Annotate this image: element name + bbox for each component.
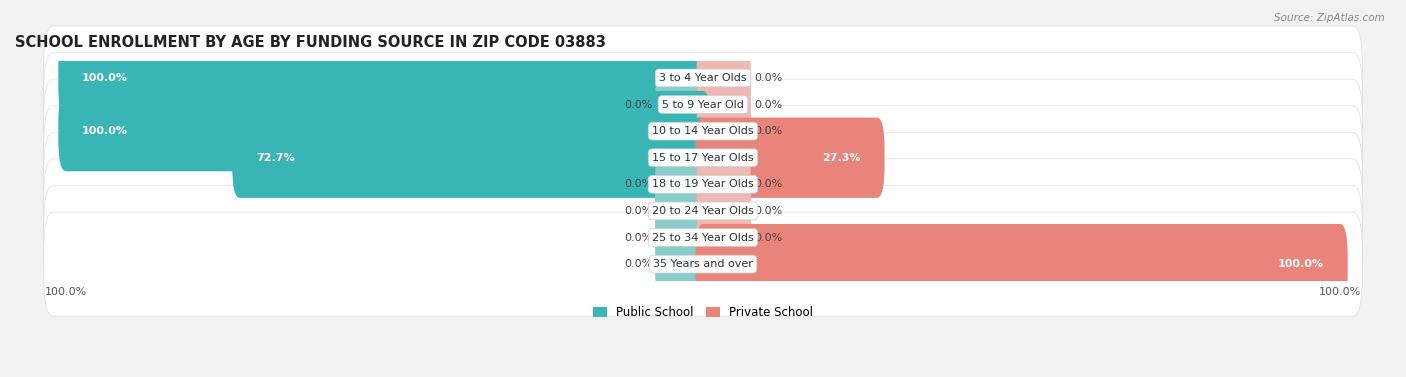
FancyBboxPatch shape — [655, 203, 710, 272]
Text: 0.0%: 0.0% — [624, 259, 652, 269]
Text: 20 to 24 Year Olds: 20 to 24 Year Olds — [652, 206, 754, 216]
FancyBboxPatch shape — [44, 185, 1362, 290]
Text: 0.0%: 0.0% — [754, 100, 782, 110]
FancyBboxPatch shape — [696, 70, 751, 139]
Text: 10 to 14 Year Olds: 10 to 14 Year Olds — [652, 126, 754, 136]
Text: 0.0%: 0.0% — [754, 206, 782, 216]
FancyBboxPatch shape — [58, 38, 710, 118]
Text: 0.0%: 0.0% — [754, 126, 782, 136]
Text: 0.0%: 0.0% — [754, 179, 782, 189]
FancyBboxPatch shape — [696, 203, 751, 272]
Text: 100.0%: 100.0% — [82, 73, 128, 83]
Legend: Public School, Private School: Public School, Private School — [588, 302, 818, 324]
FancyBboxPatch shape — [696, 224, 1348, 304]
FancyBboxPatch shape — [44, 26, 1362, 130]
Text: SCHOOL ENROLLMENT BY AGE BY FUNDING SOURCE IN ZIP CODE 03883: SCHOOL ENROLLMENT BY AGE BY FUNDING SOUR… — [15, 35, 606, 50]
FancyBboxPatch shape — [696, 43, 751, 113]
FancyBboxPatch shape — [44, 52, 1362, 156]
FancyBboxPatch shape — [655, 150, 710, 219]
Text: 0.0%: 0.0% — [624, 179, 652, 189]
FancyBboxPatch shape — [44, 106, 1362, 210]
Text: 15 to 17 Year Olds: 15 to 17 Year Olds — [652, 153, 754, 163]
FancyBboxPatch shape — [655, 176, 710, 246]
FancyBboxPatch shape — [696, 176, 751, 246]
FancyBboxPatch shape — [655, 70, 710, 139]
Text: 3 to 4 Year Olds: 3 to 4 Year Olds — [659, 73, 747, 83]
Text: 27.3%: 27.3% — [823, 153, 860, 163]
Text: 0.0%: 0.0% — [754, 73, 782, 83]
Text: 25 to 34 Year Olds: 25 to 34 Year Olds — [652, 233, 754, 242]
FancyBboxPatch shape — [44, 79, 1362, 183]
FancyBboxPatch shape — [696, 150, 751, 219]
FancyBboxPatch shape — [58, 91, 710, 171]
FancyBboxPatch shape — [44, 132, 1362, 236]
Text: 0.0%: 0.0% — [624, 233, 652, 242]
Text: 35 Years and over: 35 Years and over — [652, 259, 754, 269]
FancyBboxPatch shape — [44, 159, 1362, 263]
FancyBboxPatch shape — [696, 96, 751, 166]
Text: 18 to 19 Year Olds: 18 to 19 Year Olds — [652, 179, 754, 189]
Text: Source: ZipAtlas.com: Source: ZipAtlas.com — [1274, 13, 1385, 23]
Text: 100.0%: 100.0% — [82, 126, 128, 136]
Text: 0.0%: 0.0% — [754, 233, 782, 242]
Text: 72.7%: 72.7% — [256, 153, 294, 163]
FancyBboxPatch shape — [696, 118, 884, 198]
FancyBboxPatch shape — [232, 118, 710, 198]
Text: 100.0%: 100.0% — [1278, 259, 1324, 269]
FancyBboxPatch shape — [44, 212, 1362, 316]
FancyBboxPatch shape — [655, 229, 710, 299]
Text: 0.0%: 0.0% — [624, 206, 652, 216]
Text: 0.0%: 0.0% — [624, 100, 652, 110]
Text: 5 to 9 Year Old: 5 to 9 Year Old — [662, 100, 744, 110]
